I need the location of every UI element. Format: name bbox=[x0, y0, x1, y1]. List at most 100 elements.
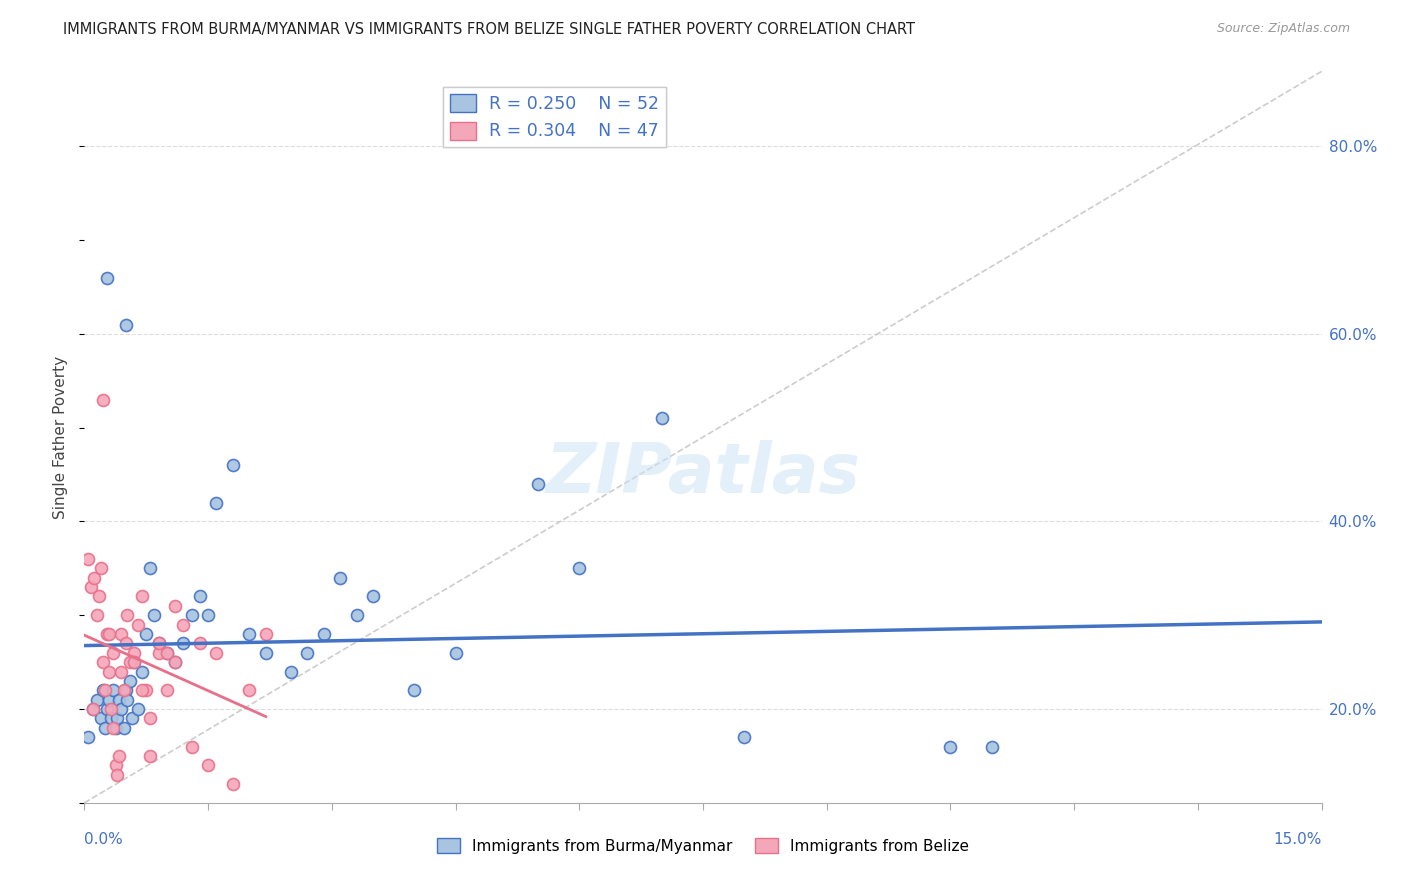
Point bbox=[165, 655, 187, 669]
Text: ZIPatlas: ZIPatlas bbox=[546, 440, 860, 508]
Point bbox=[82, 702, 104, 716]
Legend: R = 0.250    N = 52, R = 0.304    N = 47: R = 0.250 N = 52, R = 0.304 N = 47 bbox=[443, 87, 666, 147]
Point bbox=[312, 627, 335, 641]
Point bbox=[205, 646, 228, 660]
Point bbox=[238, 683, 260, 698]
Point bbox=[96, 270, 118, 285]
Point bbox=[172, 636, 194, 650]
Point bbox=[122, 655, 145, 669]
Point bbox=[80, 580, 103, 594]
Point bbox=[197, 758, 219, 772]
Point bbox=[527, 477, 550, 491]
Point bbox=[103, 721, 125, 735]
Point bbox=[346, 608, 368, 623]
Point bbox=[980, 739, 1002, 754]
Point bbox=[165, 655, 187, 669]
Point bbox=[222, 777, 245, 791]
Point bbox=[135, 627, 157, 641]
Point bbox=[112, 721, 135, 735]
Point bbox=[361, 590, 384, 604]
Point bbox=[188, 590, 211, 604]
Point bbox=[103, 683, 125, 698]
Point bbox=[98, 665, 121, 679]
Point bbox=[96, 627, 118, 641]
Point bbox=[131, 590, 153, 604]
Point bbox=[444, 646, 467, 660]
Point bbox=[110, 627, 132, 641]
Point bbox=[94, 721, 117, 735]
Point bbox=[82, 702, 104, 716]
Point bbox=[90, 711, 112, 725]
Point bbox=[114, 636, 136, 650]
Point bbox=[96, 702, 118, 716]
Text: Source: ZipAtlas.com: Source: ZipAtlas.com bbox=[1216, 22, 1350, 36]
Point bbox=[127, 702, 149, 716]
Point bbox=[222, 458, 245, 473]
Point bbox=[104, 758, 127, 772]
Point bbox=[939, 739, 962, 754]
Point bbox=[135, 683, 157, 698]
Point bbox=[329, 571, 352, 585]
Point bbox=[122, 646, 145, 660]
Point bbox=[108, 692, 131, 706]
Point bbox=[108, 748, 131, 763]
Point bbox=[114, 318, 136, 332]
Point bbox=[254, 646, 277, 660]
Point bbox=[117, 692, 139, 706]
Point bbox=[172, 617, 194, 632]
Y-axis label: Single Father Poverty: Single Father Poverty bbox=[53, 356, 69, 518]
Point bbox=[205, 496, 228, 510]
Point bbox=[733, 730, 755, 744]
Text: 0.0%: 0.0% bbox=[84, 832, 124, 847]
Point bbox=[110, 665, 132, 679]
Point bbox=[156, 683, 179, 698]
Point bbox=[131, 683, 153, 698]
Point bbox=[295, 646, 318, 660]
Point bbox=[568, 561, 591, 575]
Point bbox=[112, 683, 135, 698]
Point bbox=[110, 702, 132, 716]
Point bbox=[156, 646, 179, 660]
Point bbox=[100, 711, 122, 725]
Point bbox=[127, 617, 149, 632]
Point bbox=[118, 673, 141, 688]
Point bbox=[77, 730, 100, 744]
Text: 15.0%: 15.0% bbox=[1274, 832, 1322, 847]
Point bbox=[83, 571, 105, 585]
Point bbox=[114, 683, 136, 698]
Point bbox=[280, 665, 302, 679]
Point bbox=[254, 627, 277, 641]
Point bbox=[98, 692, 121, 706]
Point bbox=[118, 655, 141, 669]
Point bbox=[148, 646, 170, 660]
Point bbox=[139, 561, 162, 575]
Point bbox=[105, 767, 128, 781]
Point bbox=[156, 646, 179, 660]
Point bbox=[180, 739, 202, 754]
Point bbox=[104, 721, 127, 735]
Point bbox=[180, 608, 202, 623]
Point bbox=[404, 683, 426, 698]
Point bbox=[122, 655, 145, 669]
Point bbox=[148, 636, 170, 650]
Point bbox=[94, 683, 117, 698]
Point bbox=[148, 636, 170, 650]
Point bbox=[89, 590, 111, 604]
Point bbox=[105, 711, 128, 725]
Point bbox=[197, 608, 219, 623]
Point bbox=[103, 646, 125, 660]
Point bbox=[86, 608, 108, 623]
Point bbox=[188, 636, 211, 650]
Point bbox=[91, 655, 114, 669]
Point bbox=[91, 683, 114, 698]
Point bbox=[91, 392, 114, 407]
Point bbox=[77, 552, 100, 566]
Point bbox=[86, 692, 108, 706]
Point bbox=[131, 665, 153, 679]
Text: IMMIGRANTS FROM BURMA/MYANMAR VS IMMIGRANTS FROM BELIZE SINGLE FATHER POVERTY CO: IMMIGRANTS FROM BURMA/MYANMAR VS IMMIGRA… bbox=[63, 22, 915, 37]
Point bbox=[165, 599, 187, 613]
Point bbox=[100, 702, 122, 716]
Point bbox=[238, 627, 260, 641]
Point bbox=[117, 608, 139, 623]
Point bbox=[139, 711, 162, 725]
